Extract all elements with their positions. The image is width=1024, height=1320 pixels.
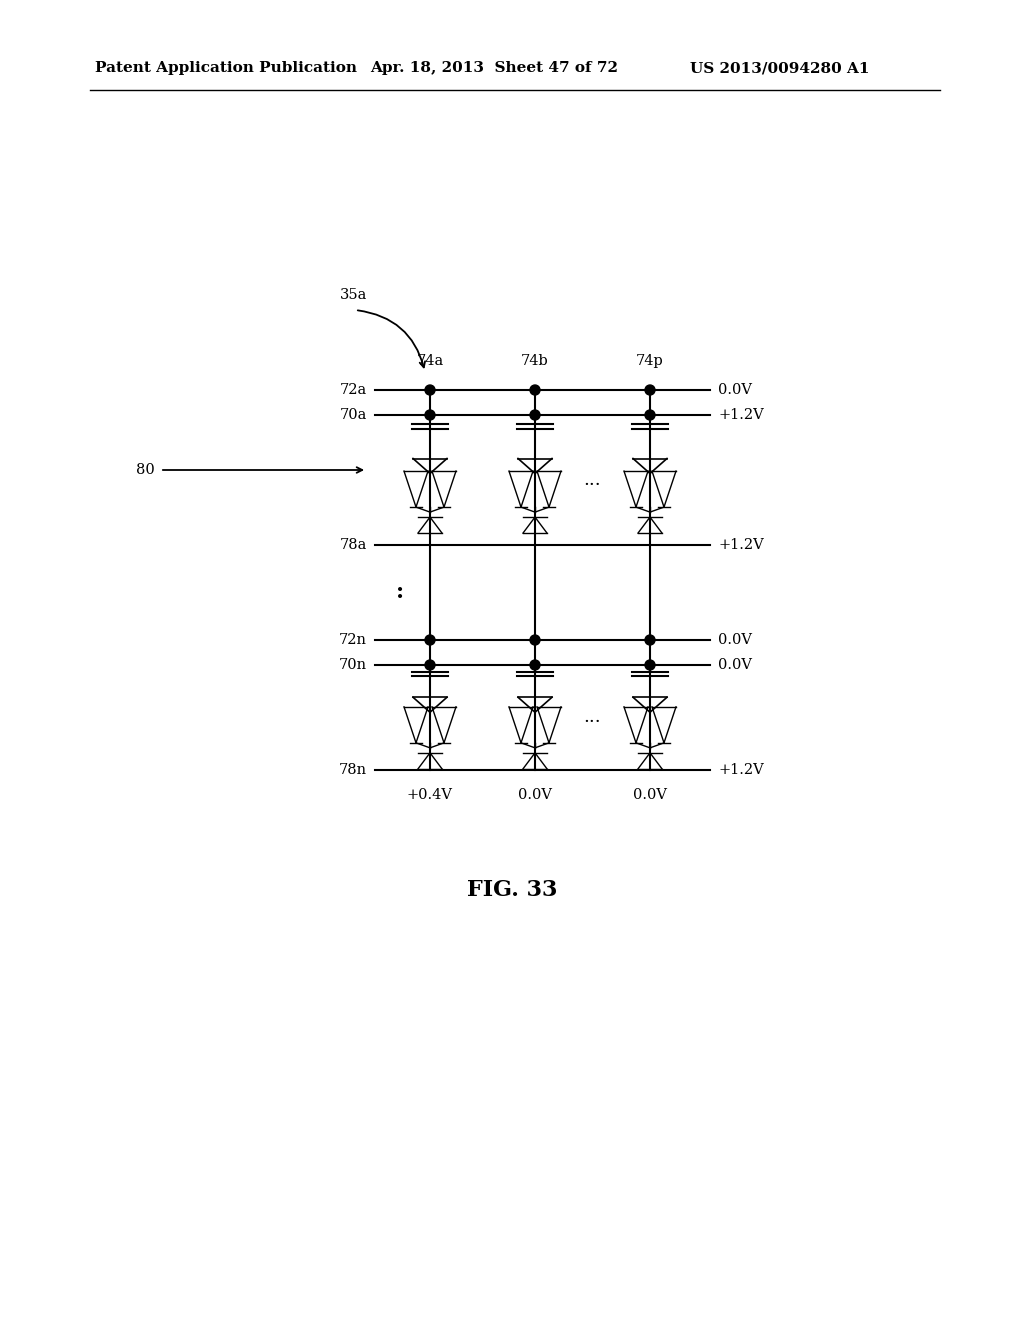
Text: +1.2V: +1.2V <box>718 763 764 777</box>
Text: 35a: 35a <box>340 288 368 302</box>
Text: 0.0V: 0.0V <box>718 383 752 397</box>
Circle shape <box>530 660 540 671</box>
Text: +1.2V: +1.2V <box>718 408 764 422</box>
Text: :: : <box>396 582 404 603</box>
Circle shape <box>645 635 655 645</box>
Circle shape <box>645 385 655 395</box>
Circle shape <box>530 385 540 395</box>
Text: FIG. 33: FIG. 33 <box>467 879 557 902</box>
Text: 74p: 74p <box>636 354 664 368</box>
Circle shape <box>530 411 540 420</box>
Circle shape <box>645 411 655 420</box>
Text: 78a: 78a <box>340 539 367 552</box>
Text: 70n: 70n <box>339 657 367 672</box>
Text: Patent Application Publication: Patent Application Publication <box>95 61 357 75</box>
Text: 0.0V: 0.0V <box>718 634 752 647</box>
Text: Apr. 18, 2013  Sheet 47 of 72: Apr. 18, 2013 Sheet 47 of 72 <box>370 61 618 75</box>
Text: 74a: 74a <box>417 354 443 368</box>
Circle shape <box>425 411 435 420</box>
Text: ...: ... <box>584 709 601 726</box>
Circle shape <box>530 635 540 645</box>
Circle shape <box>425 635 435 645</box>
Text: 0.0V: 0.0V <box>633 788 667 803</box>
Text: ...: ... <box>584 471 601 488</box>
Text: 0.0V: 0.0V <box>718 657 752 672</box>
Text: +1.2V: +1.2V <box>718 539 764 552</box>
Text: 0.0V: 0.0V <box>518 788 552 803</box>
Circle shape <box>425 385 435 395</box>
Circle shape <box>645 660 655 671</box>
Text: 80: 80 <box>136 463 155 477</box>
Text: US 2013/0094280 A1: US 2013/0094280 A1 <box>690 61 869 75</box>
Text: 72a: 72a <box>340 383 367 397</box>
Text: 70a: 70a <box>340 408 367 422</box>
Text: 78n: 78n <box>339 763 367 777</box>
Text: 74b: 74b <box>521 354 549 368</box>
Text: 72n: 72n <box>339 634 367 647</box>
Circle shape <box>425 660 435 671</box>
Text: +0.4V: +0.4V <box>407 788 453 803</box>
